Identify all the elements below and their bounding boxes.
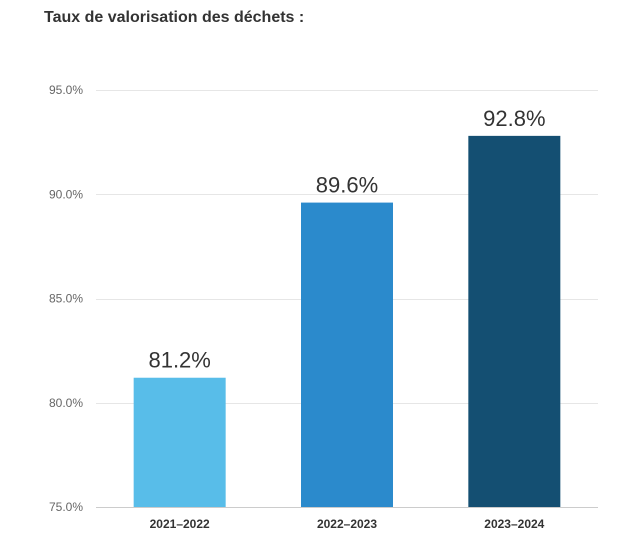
bar-2022–2023	[301, 202, 393, 507]
data-label: 92.8%	[483, 106, 545, 131]
data-label: 81.2%	[148, 348, 210, 373]
x-category-label: 2021–2022	[150, 517, 210, 531]
y-tick-label: 95.0%	[49, 83, 83, 97]
bars	[133, 135, 561, 507]
category-labels: 2021–2022 2022–2023 2023–2024	[150, 517, 545, 531]
y-axis-ticks: 75.0% 80.0% 85.0% 90.0% 95.0%	[49, 83, 83, 514]
y-tick-label: 85.0%	[49, 292, 83, 306]
bar-2021–2022	[133, 377, 226, 507]
data-labels: 81.2% 89.6% 92.8%	[148, 106, 545, 373]
bar-2023–2024	[468, 135, 561, 507]
data-label: 89.6%	[316, 173, 378, 198]
y-tick-label: 80.0%	[49, 396, 83, 410]
x-category-label: 2022–2023	[317, 517, 377, 531]
x-category-label: 2023–2024	[484, 517, 544, 531]
chart-title: Taux de valorisation des déchets :	[44, 9, 305, 26]
y-tick-label: 90.0%	[49, 187, 83, 201]
y-tick-label: 75.0%	[49, 500, 83, 514]
